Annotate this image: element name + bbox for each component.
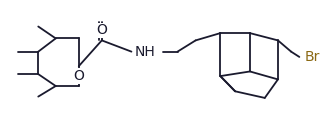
Text: O: O	[96, 23, 107, 38]
Text: NH: NH	[134, 45, 155, 59]
Text: O: O	[73, 69, 84, 83]
Text: Br: Br	[305, 50, 320, 64]
